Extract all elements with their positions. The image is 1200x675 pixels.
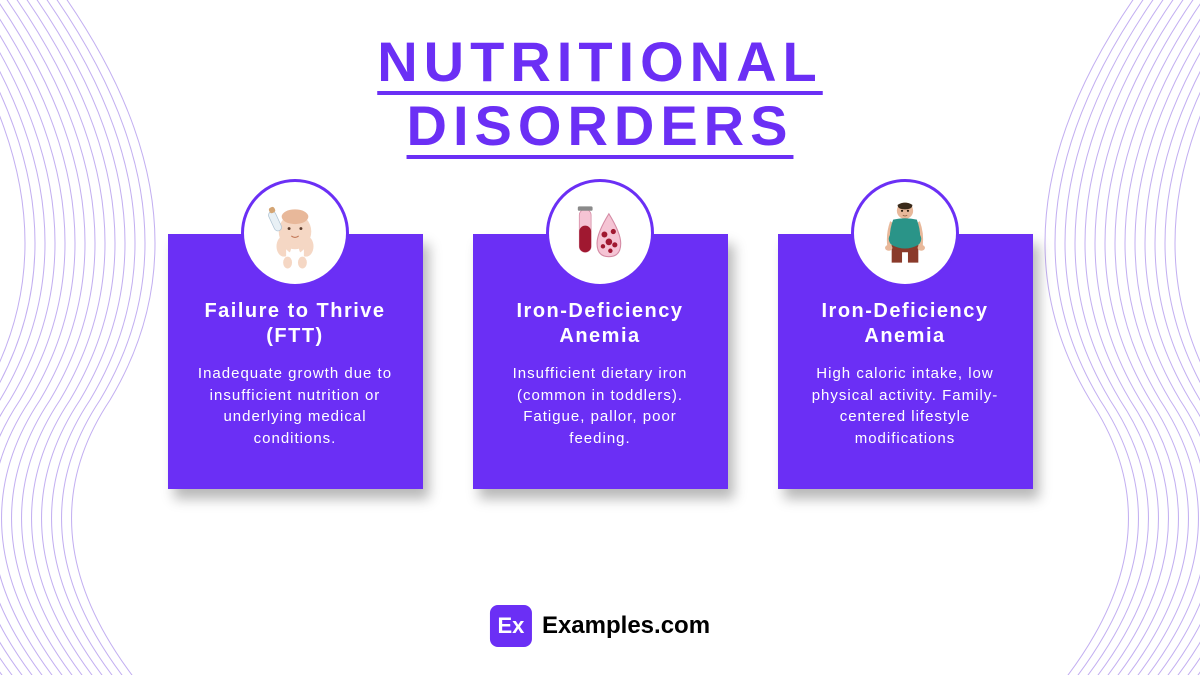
- card-failure-to-thrive: Failure to Thrive (FTT) Inadequate growt…: [168, 234, 423, 489]
- card-title: Iron-Deficiency Anemia: [800, 299, 1011, 349]
- card-iron-deficiency-1: Iron-Deficiency Anemia Insufficient diet…: [473, 234, 728, 489]
- footer-brand: Ex Examples.com: [490, 605, 710, 647]
- title-line-2: DISORDERS: [407, 94, 794, 157]
- baby-bottle-icon: [258, 196, 332, 270]
- brand-text: Examples.com: [542, 612, 710, 640]
- card-iron-deficiency-2: Iron-Deficiency Anemia High caloric inta…: [778, 234, 1033, 489]
- page-title: NUTRITIONAL DISORDERS: [0, 0, 1200, 159]
- cards-container: Failure to Thrive (FTT) Inadequate growt…: [0, 234, 1200, 489]
- brand-badge: Ex: [490, 605, 532, 647]
- icon-circle: [546, 179, 654, 287]
- card-description: Inadequate growth due to insufficient nu…: [190, 363, 401, 450]
- card-title: Iron-Deficiency Anemia: [495, 299, 706, 349]
- overweight-person-icon: [868, 196, 942, 270]
- title-line-1: NUTRITIONAL: [377, 30, 823, 93]
- icon-circle: [851, 179, 959, 287]
- icon-circle: [241, 179, 349, 287]
- blood-test-icon: [563, 196, 637, 270]
- card-title: Failure to Thrive (FTT): [190, 299, 401, 349]
- badge-text: Ex: [497, 613, 524, 639]
- card-description: High caloric intake, low physical activi…: [800, 363, 1011, 450]
- card-description: Insufficient dietary iron (common in tod…: [495, 363, 706, 450]
